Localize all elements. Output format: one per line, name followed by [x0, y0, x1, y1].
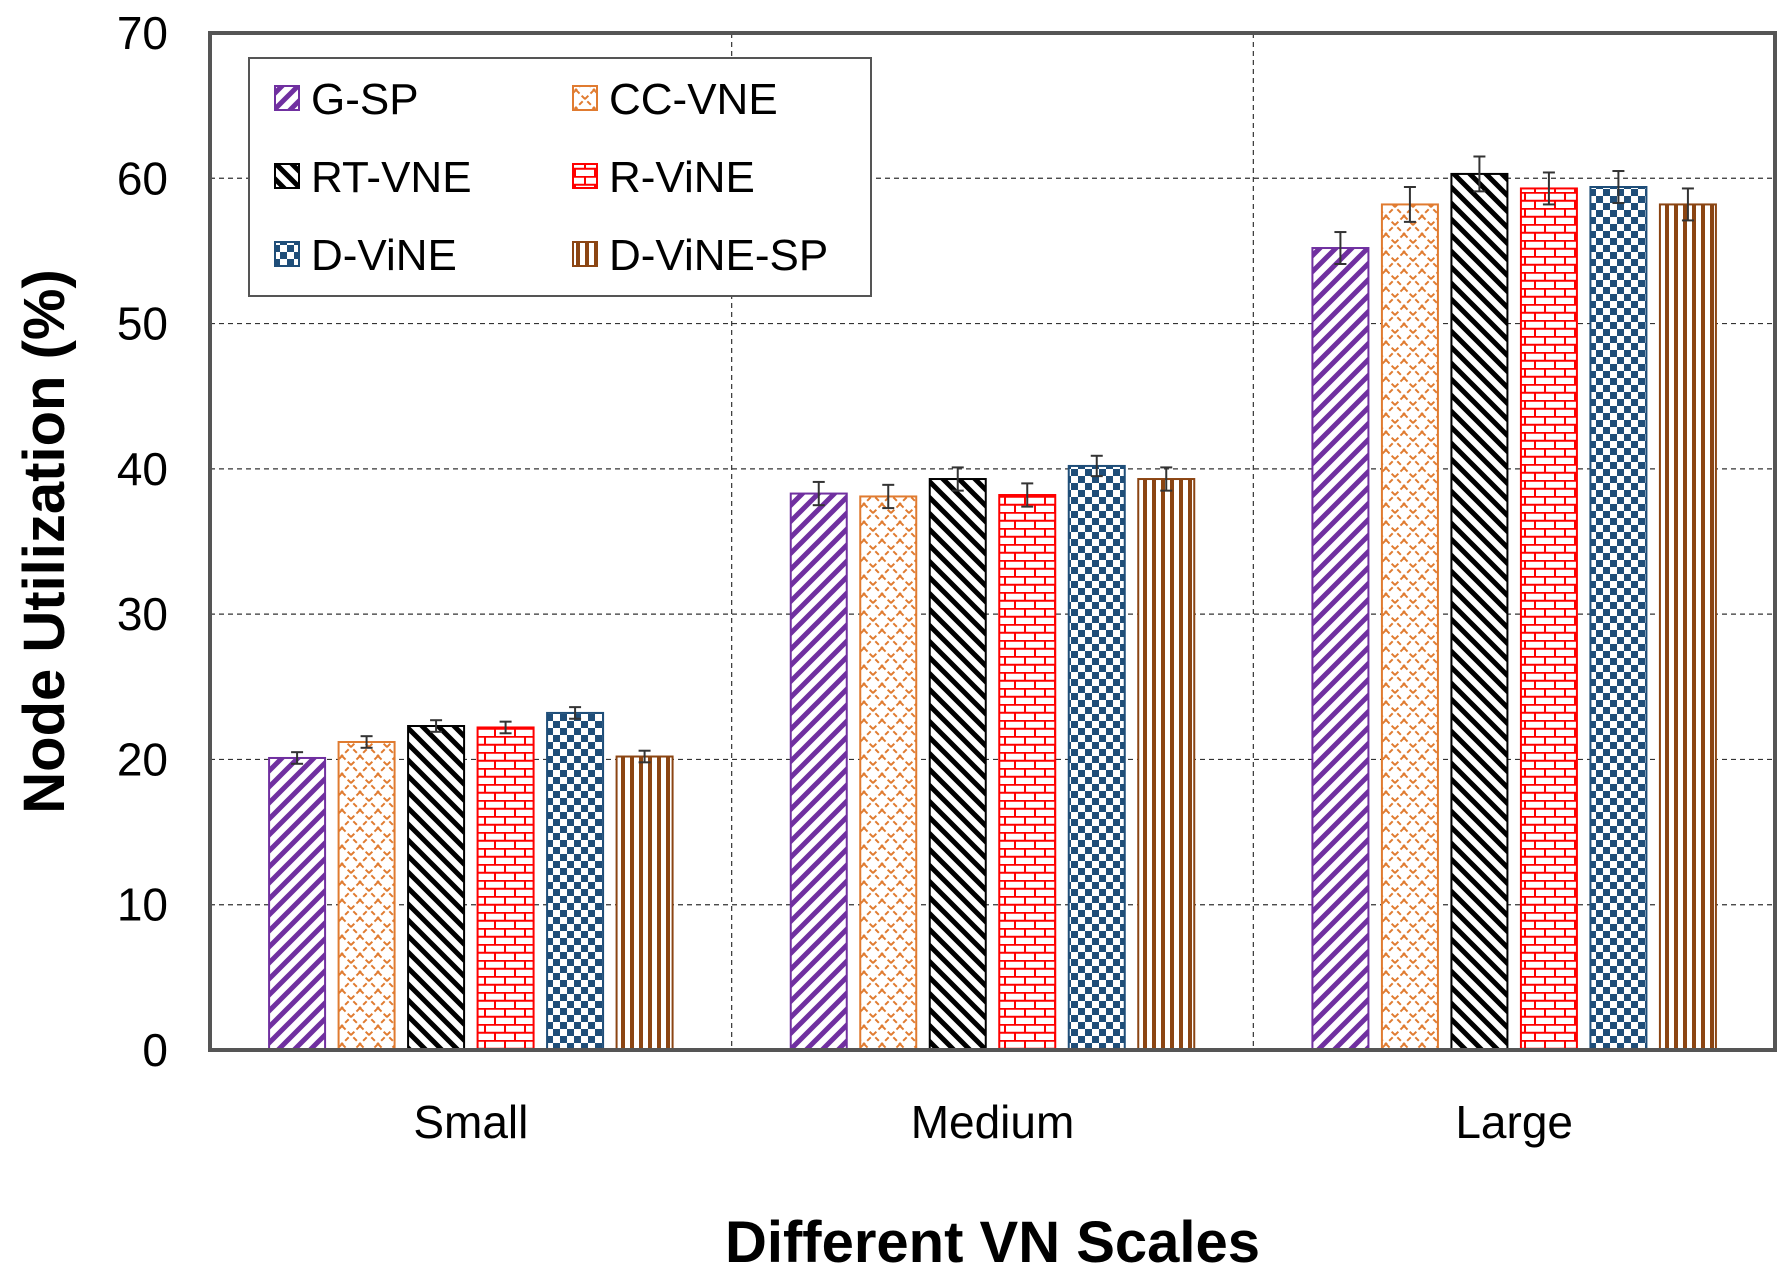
x-axis-label: Different VN Scales: [725, 1210, 1260, 1275]
legend-box: [248, 57, 872, 297]
plot-frame: [208, 31, 1777, 1052]
y-tick-label: 60: [117, 152, 168, 204]
legend-swatch-d-vine: [274, 241, 300, 267]
bar-r-vine-small: [476, 726, 535, 1051]
y-tick-label: 70: [117, 7, 168, 59]
y-tick-label: 40: [117, 443, 168, 495]
y-tick-label: 20: [117, 733, 168, 785]
bar-cc-vne-medium: [859, 495, 918, 1051]
bar-d-vine-sp-small: [615, 755, 674, 1051]
legend-label-g-sp: G-SP: [311, 75, 419, 124]
legend-swatch-r-vine: [572, 163, 598, 189]
x-tick-label: Large: [1455, 1096, 1573, 1148]
bar-rt-vne-small: [407, 725, 466, 1052]
bars: [268, 155, 1717, 1052]
legend-label-d-vine: D-ViNE: [311, 231, 457, 280]
x-tick-labels: Small Medium Large: [413, 1096, 1573, 1148]
bar-cc-vne-large: [1380, 203, 1439, 1052]
legend: G-SP CC-VNE RT-VNE R-ViNE D-ViNE D-ViNE-SP: [248, 57, 872, 297]
legend-label-rt-vne: RT-VNE: [311, 153, 472, 202]
bar-d-vine-sp-medium: [1137, 478, 1196, 1051]
bar-d-vine-medium: [1067, 464, 1126, 1051]
bar-g-sp-large: [1311, 247, 1370, 1052]
bar-rt-vne-medium: [928, 478, 987, 1051]
legend-label-d-vine-sp: D-ViNE-SP: [609, 231, 828, 280]
legend-swatch-d-vine-sp: [572, 241, 598, 267]
legend-label-r-vine: R-ViNE: [609, 153, 755, 202]
y-axis-label: Node Utilization (%): [12, 269, 77, 814]
gridlines: [210, 33, 1775, 1050]
legend-swatch-rt-vne: [274, 163, 300, 189]
y-tick-labels: 0 10 20 30 40 50 60 70: [117, 7, 168, 1076]
y-tick-label: 10: [117, 879, 168, 931]
bar-g-sp-small: [268, 756, 327, 1051]
bar-g-sp-medium: [789, 492, 848, 1051]
legend-swatch-g-sp: [274, 85, 300, 111]
bar-r-vine-large: [1519, 187, 1578, 1052]
x-tick-label: Medium: [911, 1096, 1075, 1148]
bar-r-vine-medium: [998, 494, 1057, 1052]
x-tick-label: Small: [413, 1096, 528, 1148]
bar-d-vine-large: [1589, 186, 1648, 1051]
legend-swatch-cc-vne: [572, 85, 598, 111]
y-tick-label: 50: [117, 298, 168, 350]
bar-d-vine-sp-large: [1658, 203, 1717, 1052]
bar-d-vine-small: [546, 711, 605, 1051]
bar-cc-vne-small: [337, 740, 396, 1051]
bar-rt-vne-large: [1450, 172, 1509, 1052]
legend-items: G-SP CC-VNE RT-VNE R-ViNE D-ViNE D-ViNE-SP: [274, 75, 828, 280]
y-tick-label: 0: [142, 1024, 168, 1076]
y-tick-label: 30: [117, 588, 168, 640]
legend-label-cc-vne: CC-VNE: [609, 75, 778, 124]
